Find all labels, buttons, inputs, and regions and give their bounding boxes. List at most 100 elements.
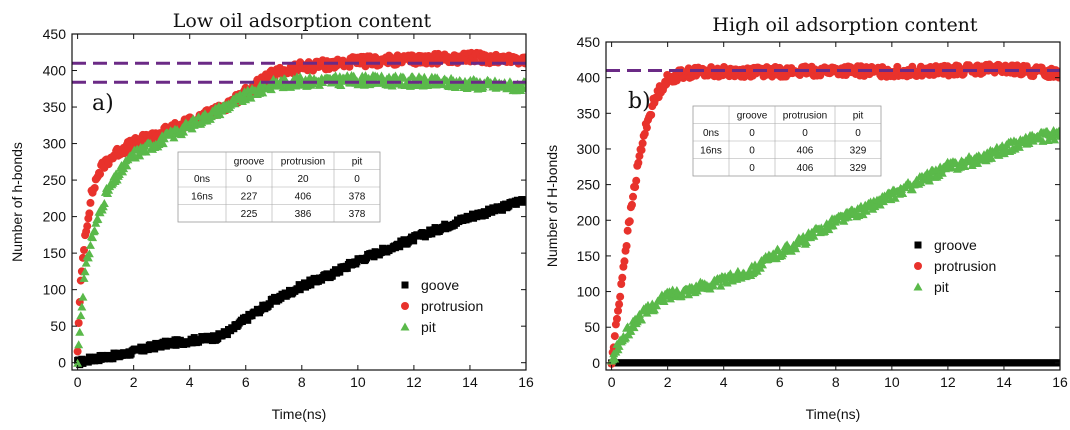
data-point-pit: [349, 71, 359, 80]
y-tick-label: 450: [43, 26, 67, 42]
series-pit: [73, 70, 526, 367]
x-tick-label: 10: [350, 374, 366, 390]
data-point-pit: [610, 354, 620, 363]
data-point-pit: [83, 253, 93, 262]
y-tick-label: 100: [577, 284, 601, 300]
panel-label: b): [628, 89, 651, 114]
data-point-pit: [716, 281, 726, 290]
legend-marker-groove: [914, 241, 922, 249]
y-tick-label: 150: [43, 245, 67, 261]
data-point-goove: [522, 197, 526, 205]
data-point-protrusion: [614, 306, 623, 315]
data-point-pit: [757, 260, 767, 269]
y-tick-label: 100: [43, 282, 67, 298]
data-point-protrusion: [662, 80, 671, 89]
data-point-goove: [336, 268, 344, 276]
x-tick-label: 6: [776, 374, 784, 390]
data-point-pit: [629, 323, 639, 332]
y-tick-label: 150: [577, 248, 601, 264]
data-point-pit: [521, 83, 526, 92]
data-point-goove: [498, 206, 506, 214]
table-header-cell: protrusion: [783, 111, 827, 122]
y-tick-label: 350: [577, 105, 601, 121]
table-cell: 20: [297, 174, 309, 185]
data-point-protrusion: [86, 198, 95, 207]
data-point-pit: [907, 185, 917, 194]
data-point-pit: [73, 358, 83, 367]
data-point-protrusion: [90, 183, 99, 192]
y-tick-label: 200: [43, 209, 67, 225]
y-axis-label: Number of h-bonds: [9, 142, 25, 262]
table-cell: 0: [749, 163, 755, 174]
data-point-protrusion: [637, 146, 646, 155]
data-point-goove: [307, 281, 315, 289]
data-point-pit: [78, 292, 88, 301]
data-table: groove protrusion pit 0ns 0 20 0 16ns 227 406 378 2…: [177, 151, 381, 223]
data-point-protrusion: [627, 200, 636, 209]
data-point-pit: [90, 226, 100, 235]
data-point-pit: [809, 231, 819, 240]
x-tick-label: 16: [1052, 374, 1068, 390]
table-header-cell: protrusion: [281, 157, 325, 168]
x-tick-label: 4: [720, 374, 728, 390]
data-point-protrusion: [612, 314, 621, 323]
legend-label: pit: [421, 319, 436, 335]
data-point-protrusion: [622, 241, 631, 250]
table-cell: 16ns: [700, 146, 722, 157]
data-point-pit: [258, 88, 268, 97]
data-point-pit: [336, 81, 346, 90]
data-point-pit: [801, 238, 811, 247]
x-tick-label: 12: [940, 374, 956, 390]
table-cell: 0ns: [194, 174, 210, 185]
x-tick-label: 2: [664, 374, 672, 390]
y-tick-label: 0: [58, 355, 66, 371]
data-point-pit: [158, 139, 168, 148]
series-protrusion: [607, 60, 1060, 368]
legend: groove protrusion pit: [913, 237, 996, 295]
axes-frame: [605, 41, 1061, 371]
y-tick-label: 250: [43, 172, 67, 188]
data-point-pit: [659, 296, 669, 305]
data-point-protrusion: [83, 222, 92, 231]
data-point-protrusion: [632, 176, 641, 185]
data-point-protrusion: [620, 257, 629, 266]
chart-panel-2: High oil adsorption content b) 0 2 4 6 8 10 12 14…: [544, 14, 1068, 422]
data-point-protrusion: [85, 209, 94, 218]
y-axis-label: Number of H-bonds: [544, 145, 560, 267]
table-header-cell: groove: [234, 157, 265, 168]
table-cell: 0: [246, 174, 252, 185]
y-tick-label: 50: [584, 319, 600, 335]
table-cell: 406: [797, 163, 814, 174]
axes-frame: [71, 33, 527, 371]
chart-title: Low oil adsorption content: [173, 10, 432, 32]
legend-marker-goove: [401, 281, 409, 289]
data-point-goove: [223, 331, 231, 339]
legend-label: pit: [934, 279, 949, 295]
table-cell: 0: [749, 146, 755, 157]
data-point-pit: [246, 93, 256, 102]
data-point-pit: [1050, 135, 1060, 144]
table-cell: 386: [295, 209, 312, 220]
table-cell: 378: [349, 209, 366, 220]
table-cell: 0: [855, 128, 861, 139]
x-tick-label: 0: [608, 374, 616, 390]
data-point-pit: [159, 134, 169, 143]
data-point-pit: [1055, 131, 1060, 140]
y-tick-label: 400: [43, 63, 67, 79]
legend-marker-protrusion: [401, 302, 409, 310]
data-point-protrusion: [908, 62, 917, 71]
plot-area: [607, 60, 1060, 368]
data-point-pit: [1054, 126, 1060, 135]
data-point-protrusion: [74, 318, 83, 327]
table-cell: 0ns: [703, 128, 719, 139]
x-tick-label: 0: [74, 374, 82, 390]
x-axis-label: Time(ns): [806, 406, 861, 422]
data-point-pit: [75, 327, 85, 336]
y-tick-label: 300: [43, 136, 67, 152]
legend-label: protrusion: [421, 298, 483, 314]
x-tick-label: 12: [406, 374, 422, 390]
legend-label: groove: [934, 237, 977, 253]
x-tick-label: 14: [462, 374, 478, 390]
data-point-pit: [93, 214, 103, 223]
data-point-pit: [141, 147, 151, 156]
